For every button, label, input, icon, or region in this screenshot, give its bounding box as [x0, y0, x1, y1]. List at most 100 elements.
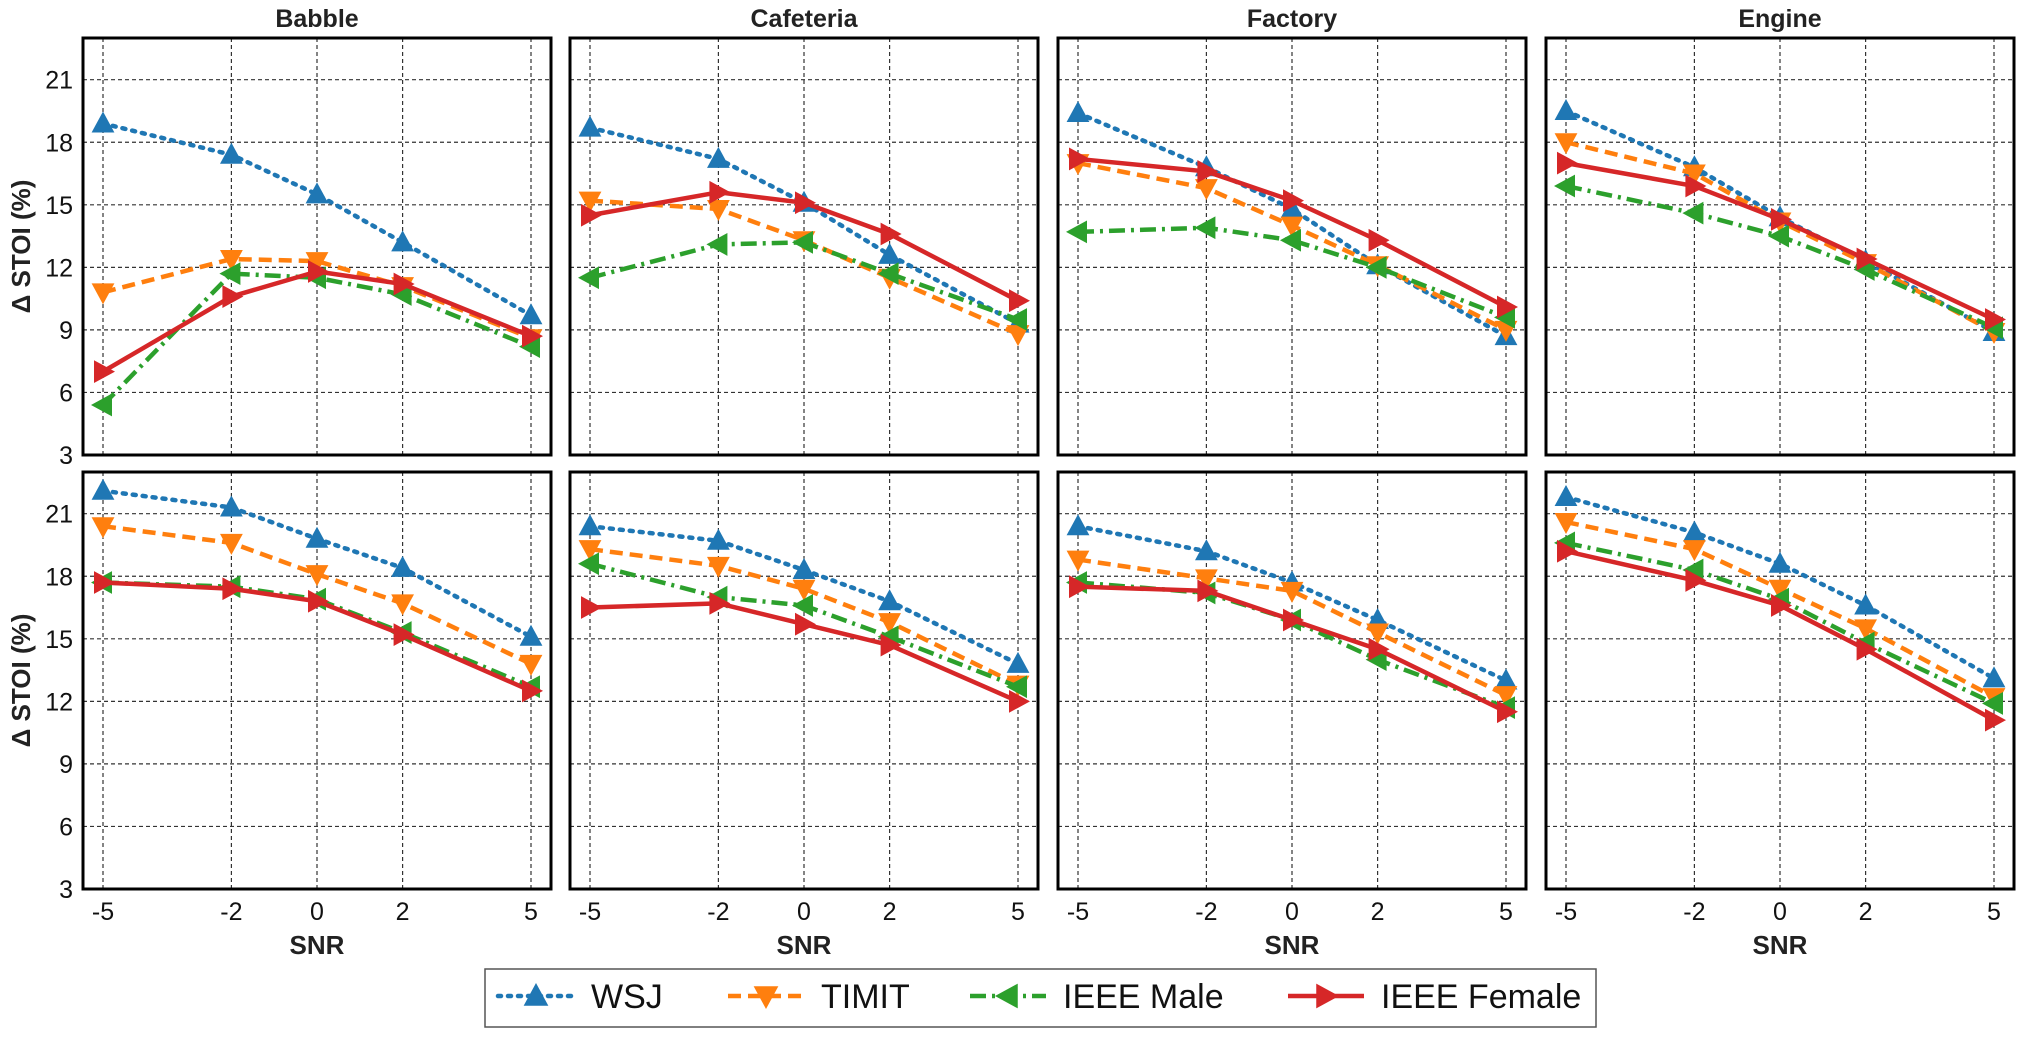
data-point-ieee-female	[880, 633, 902, 657]
x-tick-label: 2	[1859, 898, 1873, 926]
data-point-ieee-female	[795, 191, 816, 215]
data-point-timit	[220, 250, 243, 272]
data-point-timit	[1554, 513, 1578, 535]
panel-title: Cafeteria	[751, 5, 859, 33]
legend-marker	[995, 983, 1018, 1009]
panel-cafeteria-row2: -5 -2 0 2 5 SNR	[568, 470, 1040, 960]
data-point-ieee-female	[581, 203, 602, 227]
y-tick-label: 6	[59, 813, 73, 841]
x-tick-label: -2	[1195, 898, 1217, 926]
y-tick-label: 3	[59, 442, 73, 470]
plot-frame	[81, 470, 553, 891]
data-point-ieee-male	[1853, 258, 1875, 281]
y-axis-label: Δ STOI (%)	[6, 614, 36, 748]
data-point-ieee-female	[308, 260, 329, 283]
data-point-timit	[1554, 133, 1578, 155]
x-tick-label: -2	[707, 898, 729, 926]
data-point-timit	[91, 283, 115, 305]
data-point-ieee-male	[91, 393, 112, 417]
data-point-wsj	[305, 182, 329, 204]
data-point-wsj	[519, 303, 543, 325]
x-tick-label: 5	[524, 898, 538, 926]
x-tick-label: 2	[1371, 898, 1385, 926]
data-point-ieee-male	[1494, 305, 1515, 329]
data-point-ieee-female	[222, 577, 244, 601]
data-point-wsj	[1982, 666, 2006, 688]
data-point-ieee-male	[1554, 174, 1575, 198]
data-point-timit	[1494, 686, 1518, 708]
x-tick-label: -5	[579, 898, 601, 926]
data-point-timit	[878, 613, 901, 635]
series-line-timit	[589, 198, 1019, 337]
data-point-wsj	[519, 624, 543, 646]
series-line-wsj	[100, 121, 534, 318]
x-axis-label: SNR	[1753, 930, 1808, 960]
plot-frame	[1544, 470, 2016, 891]
legend-marker	[523, 983, 549, 1006]
x-tick-label: 5	[1011, 898, 1025, 926]
data-point-ieee-male	[519, 335, 540, 358]
data-point-ieee-female	[1069, 147, 1090, 171]
x-tick-label: -2	[1683, 898, 1705, 926]
data-point-wsj	[391, 555, 414, 577]
data-point-ieee-female	[581, 596, 602, 619]
data-point-ieee-male	[1768, 224, 1789, 248]
data-point-timit	[1280, 581, 1304, 603]
x-tick-label: 0	[1773, 898, 1787, 926]
plot-frame	[1056, 470, 1528, 891]
plot-frame	[1056, 36, 1528, 457]
x-tick-label: -5	[1067, 898, 1089, 926]
y-tick-label: 15	[45, 626, 73, 654]
series-line-timit	[102, 256, 532, 341]
data-point-ieee-female	[1985, 308, 2006, 331]
data-point-ieee-male	[578, 266, 599, 290]
data-point-timit	[519, 654, 543, 676]
data-point-timit	[707, 556, 730, 578]
data-point-ieee-female	[522, 679, 543, 703]
data-point-ieee-male	[1066, 220, 1087, 244]
panel-babble-row1: 3 6 9 12 15 18 21 Δ STOI (%) Babble	[6, 5, 553, 470]
data-point-ieee-female	[709, 591, 731, 615]
data-point-wsj	[707, 528, 730, 550]
data-point-ieee-male	[578, 552, 599, 576]
y-tick-label: 12	[45, 688, 73, 716]
data-point-ieee-female	[1368, 637, 1390, 661]
data-point-ieee-female	[94, 571, 115, 594]
data-point-ieee-male	[706, 233, 728, 256]
data-point-timit	[1768, 579, 1792, 601]
data-point-ieee-male	[792, 594, 813, 617]
data-point-ieee-female	[795, 612, 816, 636]
data-point-timit	[578, 191, 602, 213]
x-tick-label: -2	[220, 898, 242, 926]
data-point-ieee-female	[1557, 539, 1578, 563]
data-point-ieee-male	[1006, 675, 1027, 699]
data-point-ieee-female	[522, 324, 543, 348]
x-tick-label: 2	[883, 898, 897, 926]
data-point-timit	[1195, 179, 1218, 201]
data-point-ieee-female	[1856, 247, 1878, 271]
data-point-ieee-female	[308, 589, 329, 613]
legend-marker	[753, 986, 779, 1009]
data-point-wsj	[1006, 651, 1030, 673]
y-tick-label: 12	[45, 254, 73, 282]
y-axis-label: Δ STOI (%)	[6, 180, 36, 314]
data-point-wsj	[578, 514, 602, 536]
data-point-wsj	[792, 557, 816, 579]
data-point-timit	[1683, 164, 1706, 186]
panel-cafeteria-row1: Cafeteria	[568, 5, 1040, 457]
plot-frame	[1544, 36, 2016, 457]
data-point-timit	[91, 517, 115, 539]
data-point-ieee-male	[1365, 648, 1387, 672]
x-axis-label: SNR	[1265, 930, 1320, 960]
data-point-ieee-female	[1557, 151, 1578, 175]
data-point-ieee-female	[1283, 189, 1304, 213]
data-point-wsj	[91, 111, 115, 133]
data-point-wsj	[1683, 520, 1706, 542]
data-point-timit	[1854, 619, 1877, 641]
data-point-ieee-male	[1280, 228, 1301, 252]
panel-engine-row2: -5 -2 0 2 5 SNR	[1544, 470, 2016, 960]
y-tick-label: 9	[59, 317, 73, 345]
data-point-ieee-male	[1365, 255, 1387, 279]
legend-label: TIMIT	[821, 978, 910, 1016]
y-tick-label: 6	[59, 379, 73, 407]
